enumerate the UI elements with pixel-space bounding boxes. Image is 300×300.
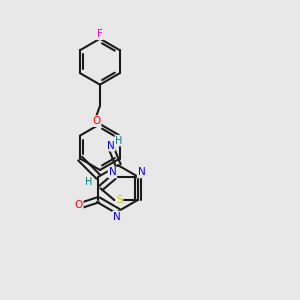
Text: H: H	[85, 177, 93, 187]
Text: O: O	[74, 200, 83, 210]
Text: H: H	[116, 136, 123, 146]
Text: O: O	[92, 116, 101, 126]
Text: S: S	[116, 195, 123, 205]
Text: F: F	[97, 29, 103, 39]
Text: N: N	[109, 167, 116, 177]
Text: N: N	[107, 141, 115, 151]
Text: N: N	[113, 212, 121, 221]
Text: N: N	[138, 167, 146, 177]
